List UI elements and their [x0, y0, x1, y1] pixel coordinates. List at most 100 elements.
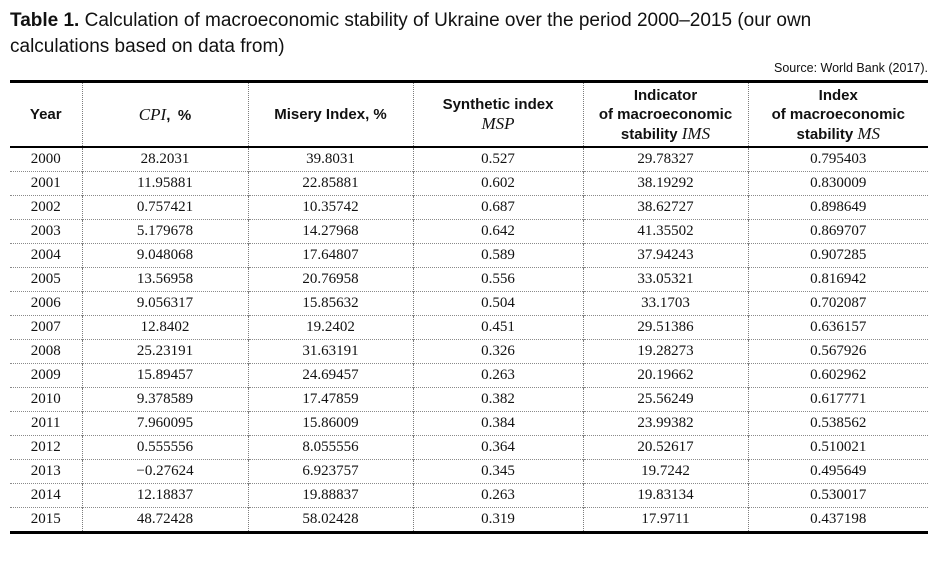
- table-cell-synthetic-index: 0.263: [412, 363, 583, 388]
- table-cell-cpi: 9.048068: [81, 243, 248, 268]
- table-row: 2004 9.048068 17.64807 0.589 37.94243 0.90728…: [10, 243, 928, 268]
- table-cell-index-ms: 0.636157: [747, 315, 928, 340]
- table-cell-misery-index: 17.47859: [247, 387, 413, 412]
- table-cell-year: 2006: [10, 291, 82, 316]
- table-cell-indicator-ims: 33.1703: [582, 291, 748, 316]
- table-cell-index-ms: 0.907285: [747, 243, 928, 268]
- table-row: 2015 48.72428 58.02428 0.319 17.9711 0.437198: [10, 507, 928, 533]
- table-cell-index-ms: 0.530017: [747, 483, 928, 508]
- table-cell-misery-index: 15.86009: [247, 411, 413, 436]
- table-cell-misery-index: 22.85881: [247, 171, 413, 196]
- table-cell-synthetic-index: 0.345: [412, 459, 583, 484]
- table-cell-indicator-ims: 29.78327: [582, 147, 748, 172]
- table-cell-indicator-ims: 41.35502: [582, 219, 748, 244]
- table-cell-cpi: 12.8402: [81, 315, 248, 340]
- table-cell-misery-index: 8.055556: [247, 435, 413, 460]
- table-cell-index-ms: 0.869707: [747, 219, 928, 244]
- table-cell-synthetic-index: 0.527: [412, 147, 583, 172]
- table-row: 2012 0.555556 8.055556 0.364 20.52617 0.51002…: [10, 435, 928, 460]
- table-cell-year: 2012: [10, 435, 82, 460]
- table-cell-synthetic-index: 0.319: [412, 507, 583, 533]
- table-cell-misery-index: 19.2402: [247, 315, 413, 340]
- table-cell-synthetic-index: 0.687: [412, 195, 583, 220]
- table-row: 2011 7.960095 15.86009 0.384 23.99382 0.53856…: [10, 411, 928, 436]
- table-cell-year: 2009: [10, 363, 82, 388]
- table-cell-year: 2003: [10, 219, 82, 244]
- table-row: 2009 15.89457 24.69457 0.263 20.19662 0.60296…: [10, 363, 928, 388]
- table-cell-indicator-ims: 23.99382: [582, 411, 748, 436]
- table-cell-cpi: 0.757421: [81, 195, 248, 220]
- table-cell-synthetic-index: 0.451: [412, 315, 583, 340]
- header-cell-index-ms: Index of macroeconomic stability MS: [747, 81, 928, 148]
- table-cell-misery-index: 20.76958: [247, 267, 413, 292]
- table-cell-synthetic-index: 0.382: [412, 387, 583, 412]
- header-cell-synthetic-index: Synthetic index MSP: [412, 81, 583, 148]
- table-cell-misery-index: 58.02428: [247, 507, 413, 533]
- table-cell-indicator-ims: 38.62727: [582, 195, 748, 220]
- table-cell-cpi: 0.555556: [81, 435, 248, 460]
- table-cell-cpi: 15.89457: [81, 363, 248, 388]
- table-cell-misery-index: 31.63191: [247, 339, 413, 364]
- table-header: Year CPI, % Misery Index, % Synthetic index…: [10, 81, 928, 148]
- source-note: Source: World Bank (2017).: [773, 61, 928, 75]
- table-cell-indicator-ims: 17.9711: [582, 507, 748, 533]
- table-cell-year: 2013: [10, 459, 82, 484]
- table-cell-index-ms: 0.495649: [747, 459, 928, 484]
- table-cell-misery-index: 39.8031: [247, 147, 413, 172]
- table-cell-index-ms: 0.602962: [747, 363, 928, 388]
- table-row: 2002 0.757421 10.35742 0.687 38.62727 0.89864…: [10, 195, 928, 220]
- header-cell-misery-index: Misery Index, %: [247, 81, 413, 148]
- table-cell-synthetic-index: 0.556: [412, 267, 583, 292]
- table-cell-synthetic-index: 0.602: [412, 171, 583, 196]
- table-cell-year: 2007: [10, 315, 82, 340]
- table-row: 2010 9.378589 17.47859 0.382 25.56249 0.61777…: [10, 387, 928, 412]
- table-cell-index-ms: 0.617771: [747, 387, 928, 412]
- header-cell-year: Year: [10, 81, 82, 148]
- table-cell-index-ms: 0.538562: [747, 411, 928, 436]
- table-cell-synthetic-index: 0.326: [412, 339, 583, 364]
- table-row: 2013 −0.27624 6.923757 0.345 19.7242 0.495649: [10, 459, 928, 484]
- table-cell-indicator-ims: 19.7242: [582, 459, 748, 484]
- table-cell-misery-index: 19.88837: [247, 483, 413, 508]
- table-cell-indicator-ims: 19.28273: [582, 339, 748, 364]
- table-cell-cpi: −0.27624: [81, 459, 248, 484]
- table-body: 2000 28.2031 39.8031 0.527 29.78327 0.795403 2…: [10, 147, 928, 533]
- table-cell-cpi: 28.2031: [81, 147, 248, 172]
- table-cell-indicator-ims: 33.05321: [582, 267, 748, 292]
- table-cell-cpi: 9.056317: [81, 291, 248, 316]
- table-cell-misery-index: 14.27968: [247, 219, 413, 244]
- table-caption-label: Table 1.: [10, 10, 80, 31]
- table-cell-indicator-ims: 25.56249: [582, 387, 748, 412]
- table-cell-indicator-ims: 19.83134: [582, 483, 748, 508]
- table-cell-cpi: 12.18837: [81, 483, 248, 508]
- table-cell-cpi: 11.95881: [81, 171, 248, 196]
- table-cell-indicator-ims: 20.19662: [582, 363, 748, 388]
- table-row: 2003 5.179678 14.27968 0.642 41.35502 0.86970…: [10, 219, 928, 244]
- table-cell-misery-index: 15.85632: [247, 291, 413, 316]
- table-caption-text: Calculation of macroeconomic stability o…: [10, 10, 812, 57]
- table-cell-year: 2014: [10, 483, 82, 508]
- table-cell-index-ms: 0.702087: [747, 291, 928, 316]
- table-cell-cpi: 7.960095: [81, 411, 248, 436]
- table-cell-cpi: 9.378589: [81, 387, 248, 412]
- table-caption: Table 1. Calculation of macroeconomic st…: [0, 0, 927, 60]
- table-cell-synthetic-index: 0.504: [412, 291, 583, 316]
- table-cell-synthetic-index: 0.589: [412, 243, 583, 268]
- header-cell-indicator-ims: Indicator of macroeconomic stability IMS: [582, 81, 748, 148]
- table-cell-year: 2000: [30, 151, 61, 167]
- table-cell-index-ms: 0.510021: [747, 435, 928, 460]
- table-cell-misery-index: 6.923757: [247, 459, 413, 484]
- table-cell-index-ms: 0.830009: [747, 171, 928, 196]
- table-cell-year: 2004: [10, 243, 82, 268]
- table-cell-misery-index: 10.35742: [247, 195, 413, 220]
- table-cell-misery-index: 17.64807: [247, 243, 413, 268]
- table-cell-indicator-ims: 29.51386: [582, 315, 748, 340]
- table-cell-indicator-ims: 20.52617: [582, 435, 748, 460]
- table-cell-indicator-ims: 37.94243: [582, 243, 748, 268]
- table-row: 2007 12.8402 19.2402 0.451 29.51386 0.636157: [10, 315, 928, 340]
- table-cell-year: 2008: [10, 339, 82, 364]
- table-cell-cpi: 25.23191: [81, 339, 248, 364]
- data-table: Year CPI, % Misery Index, % Synthetic index…: [10, 80, 928, 534]
- table-cell-cpi: 13.56958: [81, 267, 248, 292]
